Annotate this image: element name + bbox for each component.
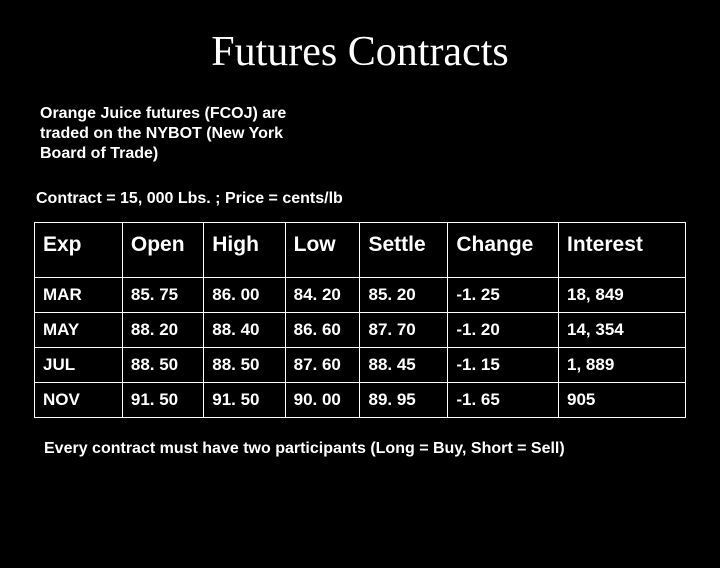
col-change: Change (448, 223, 559, 278)
cell-low: 86. 60 (285, 313, 360, 348)
cell-change: -1. 15 (448, 348, 559, 383)
cell-exp: MAR (35, 278, 123, 313)
cell-open: 91. 50 (122, 383, 203, 418)
table-row: MAR 85. 75 86. 00 84. 20 85. 20 -1. 25 1… (35, 278, 686, 313)
subtitle-line: Board of Trade) (40, 145, 158, 162)
cell-settle: 88. 45 (360, 348, 448, 383)
cell-high: 88. 40 (204, 313, 285, 348)
cell-interest: 18, 849 (559, 278, 686, 313)
col-settle: Settle (360, 223, 448, 278)
cell-settle: 85. 20 (360, 278, 448, 313)
slide-title: Futures Contracts (0, 28, 720, 76)
cell-low: 90. 00 (285, 383, 360, 418)
cell-settle: 89. 95 (360, 383, 448, 418)
cell-exp: NOV (35, 383, 123, 418)
cell-exp: JUL (35, 348, 123, 383)
cell-high: 86. 00 (204, 278, 285, 313)
cell-interest: 1, 889 (559, 348, 686, 383)
contract-info: Contract = 15, 000 Lbs. ; Price = cents/… (36, 190, 720, 208)
slide-subtitle: Orange Juice futures (FCOJ) are traded o… (40, 104, 350, 164)
table-row: NOV 91. 50 91. 50 90. 00 89. 95 -1. 65 9… (35, 383, 686, 418)
table-row: MAY 88. 20 88. 40 86. 60 87. 70 -1. 20 1… (35, 313, 686, 348)
cell-change: -1. 65 (448, 383, 559, 418)
subtitle-line: traded on the NYBOT (New York (40, 125, 283, 142)
col-high: High (204, 223, 285, 278)
futures-table: Exp Open High Low Settle Change Interest… (34, 222, 686, 418)
cell-high: 88. 50 (204, 348, 285, 383)
cell-high: 91. 50 (204, 383, 285, 418)
col-interest: Interest (559, 223, 686, 278)
table-row: JUL 88. 50 88. 50 87. 60 88. 45 -1. 15 1… (35, 348, 686, 383)
cell-interest: 14, 354 (559, 313, 686, 348)
futures-table-container: Exp Open High Low Settle Change Interest… (34, 222, 686, 418)
subtitle-line: Orange Juice futures (FCOJ) are (40, 105, 286, 122)
footnote: Every contract must have two participant… (44, 440, 720, 458)
cell-interest: 905 (559, 383, 686, 418)
col-open: Open (122, 223, 203, 278)
table-header-row: Exp Open High Low Settle Change Interest (35, 223, 686, 278)
cell-open: 88. 20 (122, 313, 203, 348)
cell-change: -1. 20 (448, 313, 559, 348)
cell-change: -1. 25 (448, 278, 559, 313)
cell-settle: 87. 70 (360, 313, 448, 348)
col-low: Low (285, 223, 360, 278)
cell-low: 84. 20 (285, 278, 360, 313)
cell-low: 87. 60 (285, 348, 360, 383)
cell-open: 88. 50 (122, 348, 203, 383)
cell-exp: MAY (35, 313, 123, 348)
col-exp: Exp (35, 223, 123, 278)
cell-open: 85. 75 (122, 278, 203, 313)
